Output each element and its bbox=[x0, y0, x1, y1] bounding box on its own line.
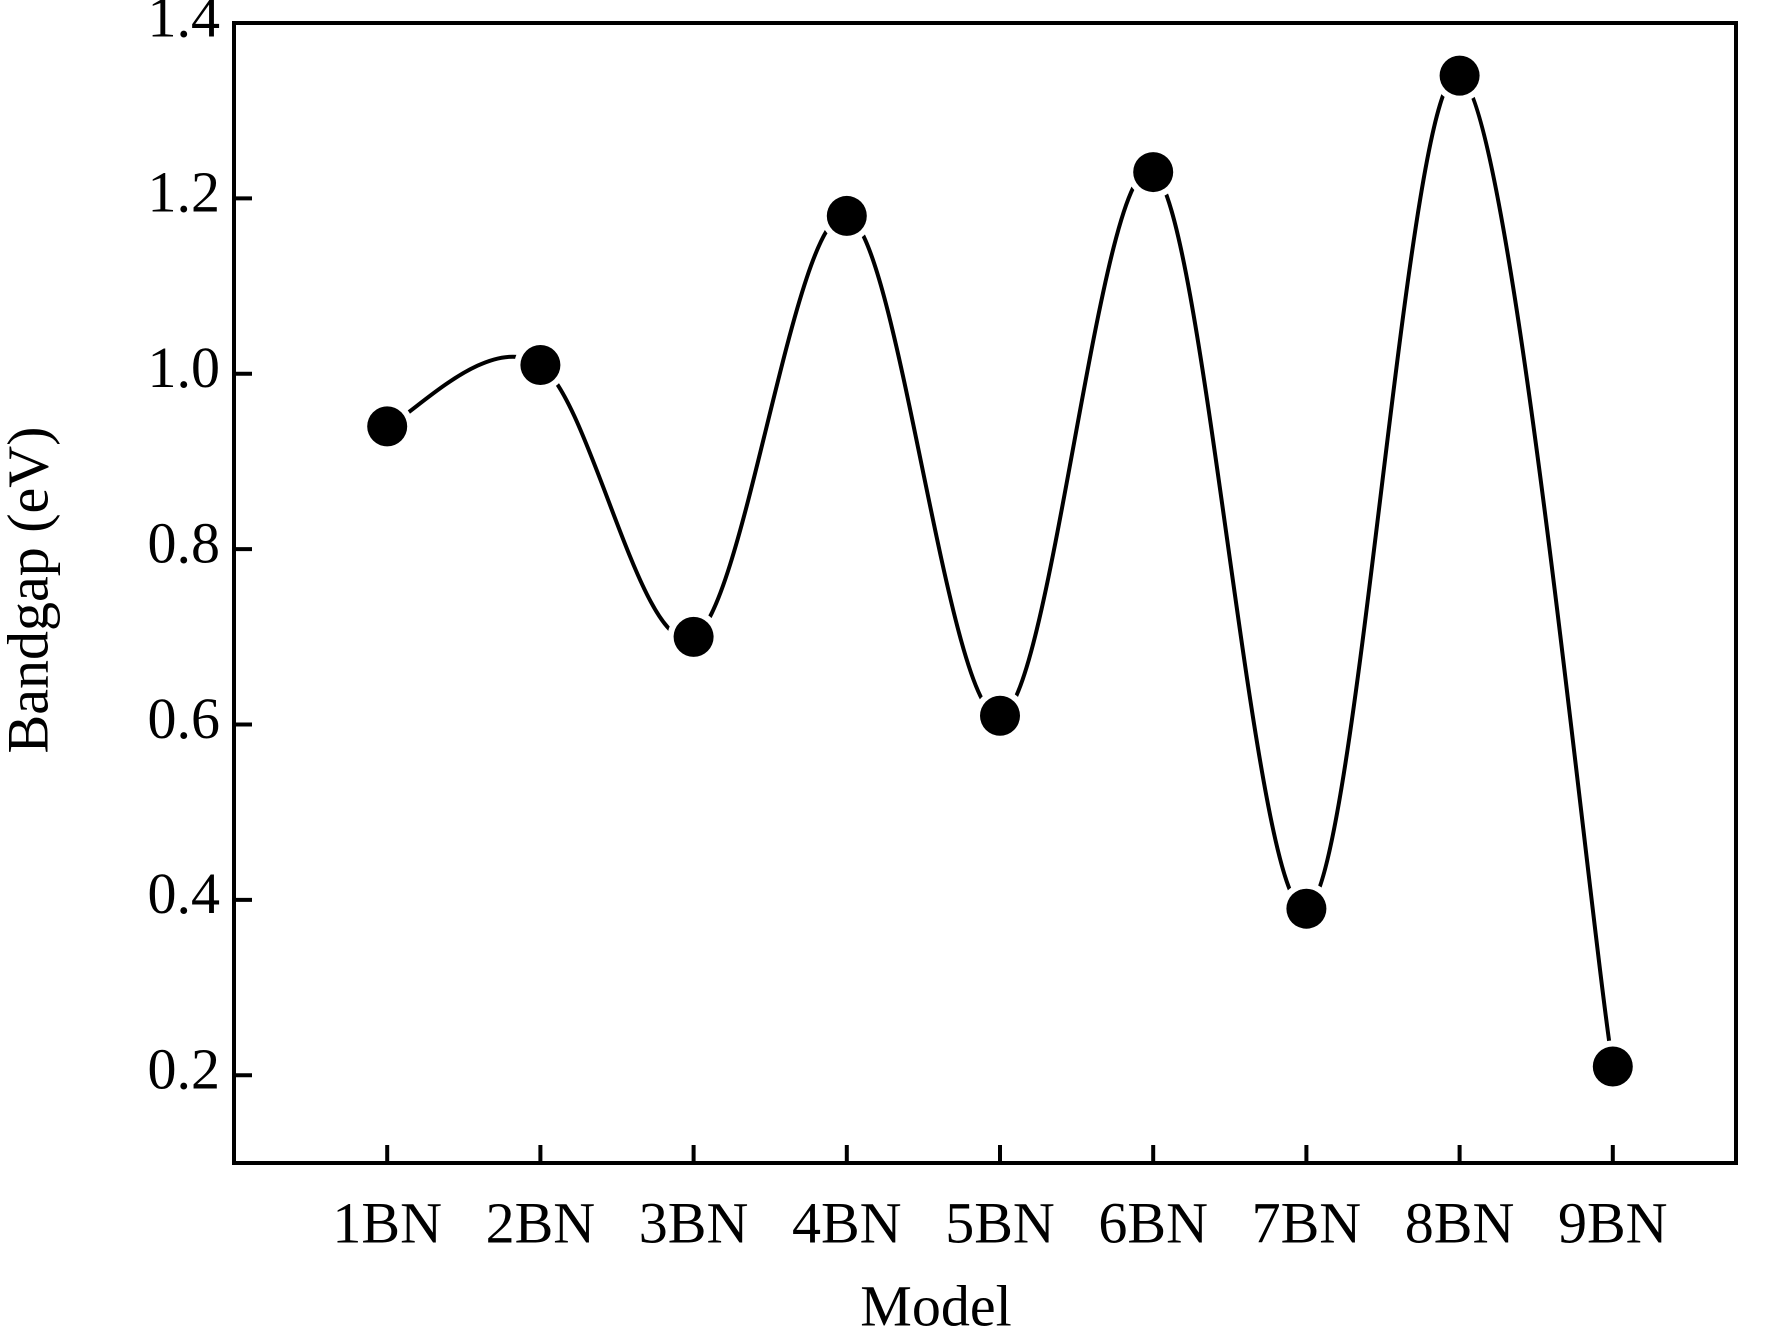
y-tick-label: 1.0 bbox=[148, 335, 221, 400]
y-tick-label: 0.4 bbox=[148, 861, 221, 926]
y-axis-title: Bandgap (eV) bbox=[0, 427, 60, 754]
data-point bbox=[974, 689, 1026, 742]
data-point bbox=[361, 400, 414, 453]
x-tick-label: 3BN bbox=[639, 1190, 749, 1255]
x-tick-label: 7BN bbox=[1252, 1190, 1362, 1255]
data-point bbox=[1280, 882, 1333, 935]
plot-frame bbox=[232, 21, 1738, 1165]
x-tick-label: 2BN bbox=[486, 1190, 596, 1255]
data-point bbox=[667, 610, 720, 663]
x-tick-label: 5BN bbox=[945, 1190, 1055, 1255]
x-tick-label: 1BN bbox=[332, 1190, 442, 1255]
data-point bbox=[1586, 1040, 1639, 1093]
data-point bbox=[1127, 146, 1180, 199]
y-tick-label: 1.4 bbox=[148, 0, 221, 49]
y-tick-label: 0.6 bbox=[148, 686, 221, 751]
x-tick-label: 4BN bbox=[792, 1190, 902, 1255]
data-point bbox=[514, 339, 567, 391]
y-tick-label: 0.8 bbox=[148, 510, 221, 575]
x-tick-label: 8BN bbox=[1405, 1190, 1515, 1255]
x-axis-title: Model bbox=[860, 1273, 1011, 1338]
data-point bbox=[820, 189, 873, 242]
y-tick-label: 0.2 bbox=[148, 1037, 221, 1102]
y-tick-label: 1.2 bbox=[148, 160, 221, 225]
x-tick-label: 6BN bbox=[1098, 1190, 1208, 1255]
x-tick-label: 9BN bbox=[1558, 1190, 1668, 1255]
data-point bbox=[1433, 49, 1486, 102]
data-line bbox=[386, 73, 1615, 1067]
